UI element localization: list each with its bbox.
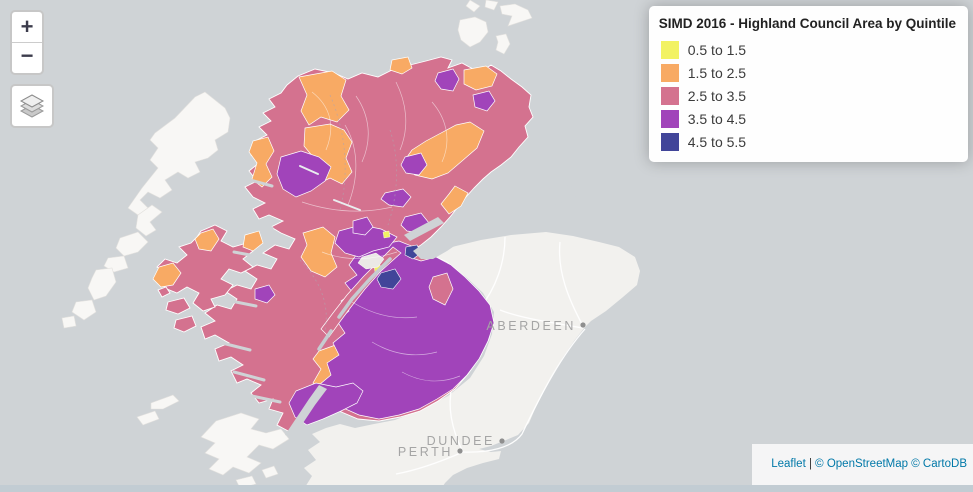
legend-swatch-q1	[660, 40, 679, 59]
bottom-edge-strip	[0, 485, 973, 492]
zoom-control: + −	[10, 10, 44, 75]
inland-lochs	[299, 165, 361, 211]
cromarty-firth	[404, 217, 444, 241]
firths-and-lochs	[216, 165, 576, 437]
legend-label-q1: 0.5 to 1.5	[687, 41, 747, 58]
legend-swatch-q5	[660, 132, 679, 151]
skye-q3	[156, 224, 254, 333]
legend-swatch-q2	[660, 63, 679, 82]
boundary-dashed-lines	[299, 94, 397, 331]
carto-link[interactable]: © CartoDB	[911, 458, 967, 470]
legend-label-q3: 2.5 to 3.5	[687, 87, 747, 104]
aberdeen-label: ABERDEEN	[486, 319, 576, 333]
legend-item-q2: 1.5 to 2.5	[659, 61, 956, 84]
attribution-bar: Leaflet | © OpenStreetMap © CartoDB	[752, 444, 973, 485]
highland-choropleth	[152, 56, 534, 433]
attribution-separator: |	[805, 458, 816, 470]
legend-title: SIMD 2016 - Highland Council Area by Qui…	[658, 16, 956, 31]
layers-icon	[19, 94, 45, 118]
legend-label-q5: 4.5 to 5.5	[687, 133, 747, 150]
aberdeen-dot	[580, 322, 586, 328]
legend-item-q3: 2.5 to 3.5	[659, 84, 956, 107]
dundee-dot	[499, 438, 505, 444]
west-coast-sea-lochs	[216, 178, 282, 404]
city-labels: ABERDEEN DUNDEE PERTH	[398, 319, 586, 459]
layers-control-button[interactable]	[10, 84, 54, 128]
loch-linnhe	[285, 385, 327, 437]
orkney-islands	[457, 0, 533, 55]
leaflet-link[interactable]: Leaflet	[771, 458, 806, 470]
legend-swatch-q3	[660, 86, 679, 105]
moray-firth	[413, 185, 576, 259]
osm-link[interactable]: © OpenStreetMap	[815, 458, 909, 470]
legend-item-q4: 3.5 to 4.5	[659, 107, 956, 130]
zoom-out-button[interactable]: −	[12, 42, 42, 73]
legend-label-q2: 1.5 to 2.5	[687, 64, 747, 81]
loch-ness-line	[317, 257, 392, 351]
perth-label: PERTH	[398, 445, 453, 459]
datazone-borders	[301, 81, 461, 382]
hebrides-islands	[61, 91, 231, 329]
dundee-label: DUNDEE	[427, 434, 495, 448]
legend-panel: SIMD 2016 - Highland Council Area by Qui…	[648, 6, 968, 162]
dornoch-firth	[455, 191, 495, 217]
quintile-patches-q5	[376, 244, 422, 290]
zoom-in-button[interactable]: +	[20, 14, 34, 39]
legend-label-q4: 3.5 to 4.5	[687, 110, 747, 127]
perth-dot	[457, 448, 463, 454]
legend-item-q1: 0.5 to 1.5	[659, 38, 956, 61]
legend-swatch-q4	[660, 109, 679, 128]
legend-item-q5: 4.5 to 5.5	[659, 130, 956, 153]
mainland-land	[302, 232, 640, 492]
